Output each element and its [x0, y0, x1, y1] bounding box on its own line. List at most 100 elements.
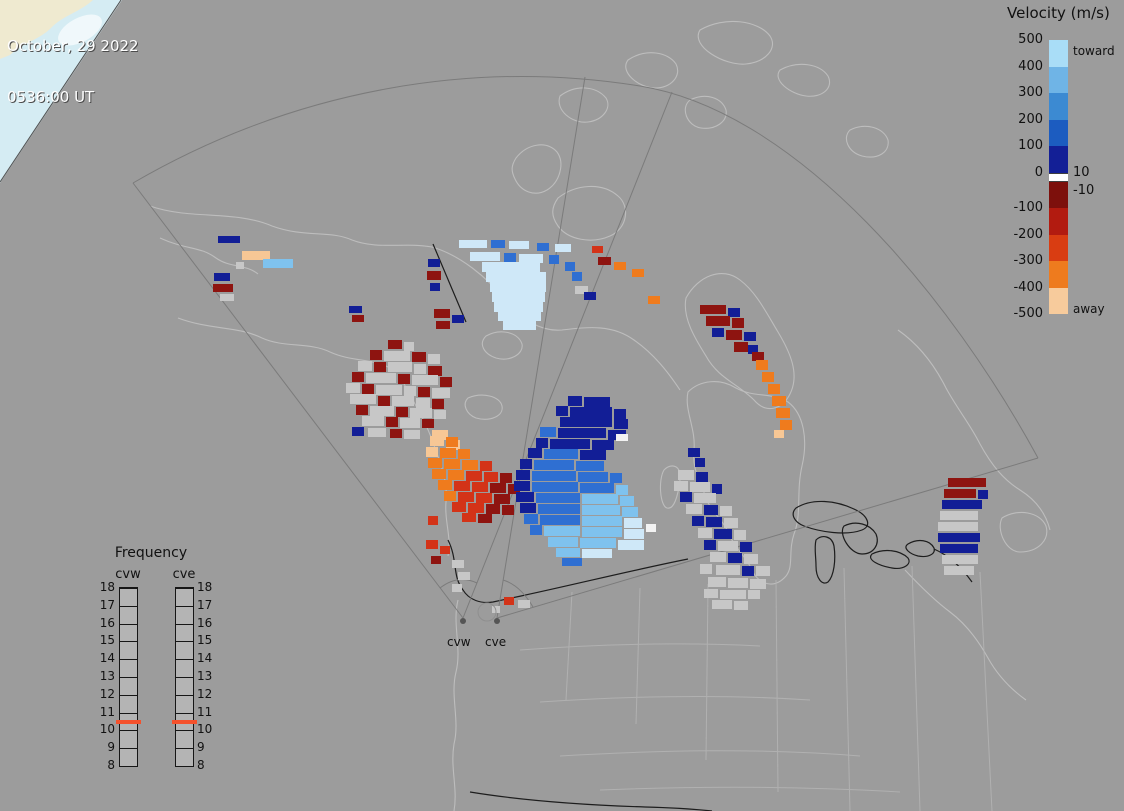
velocity-cell: [614, 419, 628, 429]
frequency-tick-line: [120, 659, 137, 661]
velocity-cell: [418, 387, 430, 397]
velocity-cell: [694, 493, 716, 503]
frequency-tick-line: [120, 605, 137, 607]
frequency-tick-line: [120, 677, 137, 678]
velocity-cell: [698, 528, 712, 538]
velocity-cell: [576, 461, 604, 471]
coastline-path: [904, 569, 1027, 701]
state-line: [911, 565, 921, 811]
velocity-cell: [494, 302, 543, 312]
velocity-cell: [774, 430, 784, 438]
velocity-cell: [582, 505, 620, 515]
velocity-cell: [452, 315, 464, 323]
frequency-tick-label: 18: [99, 580, 115, 594]
frequency-tick-line: [176, 623, 193, 625]
velocity-cell: [428, 516, 438, 525]
velocity-cell: [490, 282, 546, 292]
south-coast-line: [469, 791, 713, 811]
velocity-cell: [386, 417, 398, 427]
frequency-tick-line: [120, 623, 137, 625]
velocity-cell: [532, 471, 576, 481]
colorbar-segment: [1049, 234, 1068, 261]
velocity-cell: [598, 257, 611, 265]
corner-edge-line: [0, 0, 122, 183]
velocity-tick-labels: 500 400 300 200 100 0 -100 -200 -300 -400 -500: [985, 4, 1045, 326]
lake-outline: [464, 394, 503, 420]
velocity-cell: [728, 308, 740, 317]
velocity-cell: [352, 315, 364, 322]
corner-ice: [58, 14, 102, 46]
lake-erie-outline: [870, 549, 910, 569]
velocity-cell: [518, 600, 530, 608]
frequency-tick-label: 13: [99, 669, 115, 683]
frequency-tick-label: 15: [99, 633, 115, 648]
away-label: away: [1073, 302, 1105, 316]
fan-right-edge: [496, 457, 1039, 619]
coastline-path: [431, 246, 681, 391]
velocity-cell: [710, 552, 726, 562]
velocity-cell: [428, 259, 440, 267]
velocity-cell: [486, 504, 500, 514]
velocity-inner-tick-label: -10: [1073, 182, 1095, 198]
velocity-cell: [530, 525, 542, 535]
frequency-tick-line: [176, 712, 193, 714]
velocity-cell: [504, 597, 514, 605]
frequency-legend-title: Frequency: [114, 545, 188, 561]
velocity-cell: [350, 394, 376, 404]
cvw-radar-site-dot: [460, 618, 466, 624]
velocity-cell: [470, 252, 500, 261]
cve-frequency-bar: [172, 587, 197, 767]
velocity-cell: [575, 286, 588, 294]
velocity-cell: [762, 372, 774, 382]
frequency-tick-label: 11: [197, 704, 213, 719]
frequency-tick-label: 13: [197, 669, 213, 683]
velocity-cell: [706, 316, 730, 326]
velocity-cell: [720, 506, 732, 516]
velocity-cell: [558, 428, 606, 438]
velocity-cell: [592, 246, 603, 253]
velocity-cell: [509, 241, 529, 249]
velocity-cell: [620, 496, 634, 506]
velocity-cell: [516, 470, 530, 480]
velocity-cell: [772, 396, 786, 406]
frequency-tick-line: [120, 694, 137, 696]
velocity-cell: [362, 416, 384, 426]
frequency-tick-line: [120, 766, 137, 767]
velocity-cell: [706, 517, 722, 527]
frequency-tick-label: 17: [197, 597, 213, 612]
velocity-cell: [384, 351, 410, 361]
frequency-tick-label: 10: [197, 722, 213, 737]
velocity-cell: [434, 309, 450, 318]
velocity-cell: [482, 262, 540, 272]
velocity-cell: [452, 502, 466, 512]
velocity-cell: [582, 494, 618, 504]
velocity-cell: [708, 577, 726, 587]
velocity-cell: [712, 328, 724, 337]
frequency-tick-label: 9: [107, 740, 115, 755]
velocity-cell: [948, 478, 986, 487]
velocity-cell: [748, 345, 758, 354]
velocity-cell: [696, 472, 708, 482]
velocity-cell: [438, 480, 452, 490]
state-line: [843, 567, 851, 811]
velocity-cell: [536, 438, 548, 448]
velocity-cell: [242, 251, 270, 260]
velocity-cell: [436, 321, 450, 329]
colorbar-segment: [1049, 146, 1068, 173]
velocity-cell: [410, 408, 432, 418]
frequency-marker: [116, 719, 141, 724]
velocity-cell: [720, 590, 746, 599]
velocity-cell: [572, 272, 582, 281]
velocity-cell: [610, 473, 622, 483]
island-outline: [511, 144, 562, 194]
corner-land: [0, 0, 93, 59]
velocity-cell: [556, 548, 580, 557]
velocity-cell: [748, 590, 760, 599]
colorbar-segment: [1049, 208, 1068, 235]
velocity-cell: [516, 492, 534, 502]
radar-fan: [132, 76, 1039, 619]
velocity-cell: [744, 554, 758, 564]
cve-column-label: cve: [172, 567, 196, 582]
velocity-cell: [578, 472, 608, 482]
colorbar-segment: [1049, 181, 1068, 208]
